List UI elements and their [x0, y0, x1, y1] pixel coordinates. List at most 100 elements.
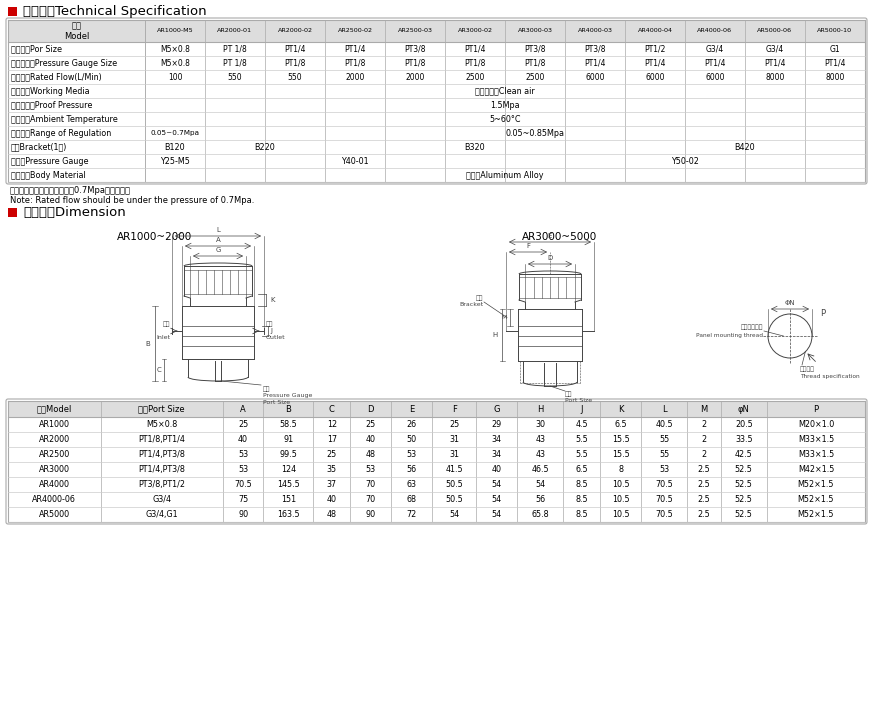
Text: 压力表Pressure Gauge: 压力表Pressure Gauge — [11, 157, 88, 166]
Text: ΦN: ΦN — [785, 300, 795, 306]
Text: 洁净的空气Clean air: 洁净的空气Clean air — [475, 87, 535, 95]
Text: 技术参数Technical Specification: 技术参数Technical Specification — [23, 4, 207, 18]
Text: M5×0.8: M5×0.8 — [146, 420, 177, 429]
Text: 面板安装螺纹: 面板安装螺纹 — [740, 324, 763, 330]
Text: 注：额定流量是在供应压力为0.7Mpa的情况下。: 注：额定流量是在供应压力为0.7Mpa的情况下。 — [10, 186, 131, 195]
Text: PT1/4: PT1/4 — [464, 44, 485, 54]
Text: 54: 54 — [491, 495, 502, 504]
Text: 550: 550 — [288, 73, 302, 82]
Text: PT1/8: PT1/8 — [525, 59, 546, 68]
Text: 铝合金Aluminum Alloy: 铝合金Aluminum Alloy — [466, 171, 544, 180]
Text: AR2500-02: AR2500-02 — [338, 28, 373, 34]
Text: 52.5: 52.5 — [735, 465, 753, 474]
Text: G1: G1 — [829, 44, 841, 54]
Text: AR4000-06: AR4000-06 — [698, 28, 732, 34]
Text: AR3000-03: AR3000-03 — [518, 28, 553, 34]
Text: G3/4: G3/4 — [766, 44, 784, 54]
Text: 8000: 8000 — [766, 73, 785, 82]
Text: AR3000-02: AR3000-02 — [457, 28, 492, 34]
Text: 31: 31 — [449, 435, 459, 444]
Text: 额定流量Rated Flow(L/Min): 额定流量Rated Flow(L/Min) — [11, 73, 102, 82]
Text: H: H — [492, 332, 498, 338]
Text: H: H — [537, 405, 543, 414]
Text: 55: 55 — [659, 450, 670, 459]
Text: 31: 31 — [449, 450, 459, 459]
Bar — [8, 20, 865, 42]
Text: M52×1.5: M52×1.5 — [798, 480, 835, 489]
Text: 26: 26 — [407, 420, 416, 429]
Text: 5.5: 5.5 — [575, 435, 588, 444]
Text: M5×0.8: M5×0.8 — [160, 59, 190, 68]
Text: 口径: 口径 — [565, 391, 573, 397]
Text: 56: 56 — [535, 495, 546, 504]
Text: 6000: 6000 — [585, 73, 605, 82]
Text: PT1/8,PT1/4: PT1/8,PT1/4 — [138, 435, 185, 444]
Text: AR2500-03: AR2500-03 — [397, 28, 432, 34]
Text: 50: 50 — [407, 435, 416, 444]
Text: 90: 90 — [238, 510, 248, 519]
Text: 调压范围Range of Regulation: 调压范围Range of Regulation — [11, 128, 111, 137]
Text: M52×1.5: M52×1.5 — [798, 510, 835, 519]
Text: 出口: 出口 — [266, 321, 273, 327]
Text: G3/4: G3/4 — [706, 44, 724, 54]
Text: 6000: 6000 — [645, 73, 664, 82]
Text: Panel mounting thread: Panel mounting thread — [696, 333, 763, 338]
Text: 0.05~0.85Mpa: 0.05~0.85Mpa — [505, 128, 565, 137]
Text: 0.05~0.7Mpa: 0.05~0.7Mpa — [150, 130, 200, 136]
Text: Y50-02: Y50-02 — [671, 157, 699, 166]
FancyBboxPatch shape — [6, 399, 867, 524]
Text: Bracket: Bracket — [459, 302, 483, 307]
Text: M33×1.5: M33×1.5 — [798, 435, 834, 444]
Text: 接管口径Por Size: 接管口径Por Size — [11, 44, 62, 54]
Text: 40: 40 — [366, 435, 375, 444]
Text: 46.5: 46.5 — [532, 465, 549, 474]
Text: 5~60°C: 5~60°C — [489, 114, 521, 123]
Text: 72: 72 — [407, 510, 416, 519]
Text: AR1000-M5: AR1000-M5 — [156, 28, 193, 34]
Text: 53: 53 — [238, 465, 248, 474]
Text: 4.5: 4.5 — [575, 420, 588, 429]
Text: 58.5: 58.5 — [279, 420, 298, 429]
Text: 口径Port Size: 口径Port Size — [138, 405, 185, 414]
Text: 2: 2 — [701, 450, 706, 459]
Text: M33×1.5: M33×1.5 — [798, 450, 834, 459]
Text: 75: 75 — [238, 495, 248, 504]
Text: C: C — [329, 405, 335, 414]
Text: 54: 54 — [491, 510, 502, 519]
Text: 型号
Model: 型号 Model — [64, 21, 89, 41]
Text: PT3/8: PT3/8 — [584, 44, 606, 54]
Text: 10.5: 10.5 — [612, 495, 629, 504]
Text: 151: 151 — [281, 495, 296, 504]
Text: B120: B120 — [165, 142, 185, 152]
Text: 2500: 2500 — [465, 73, 485, 82]
Text: AR2500: AR2500 — [38, 450, 70, 459]
Text: 螺纹规格: 螺纹规格 — [800, 366, 815, 372]
Text: F: F — [526, 243, 530, 249]
Text: 6.5: 6.5 — [615, 420, 627, 429]
Text: 2500: 2500 — [526, 73, 545, 82]
Text: 54: 54 — [449, 510, 459, 519]
Text: 90: 90 — [366, 510, 376, 519]
Text: 40: 40 — [238, 435, 248, 444]
Text: 53: 53 — [659, 465, 670, 474]
Text: AR5000-06: AR5000-06 — [758, 28, 793, 34]
Text: 70.5: 70.5 — [656, 480, 673, 489]
Text: 5.5: 5.5 — [575, 450, 588, 459]
Text: 100: 100 — [168, 73, 182, 82]
Text: 70: 70 — [366, 480, 376, 489]
Text: PT1/4: PT1/4 — [344, 44, 366, 54]
Text: PT1/4: PT1/4 — [705, 59, 725, 68]
Text: 54: 54 — [491, 480, 502, 489]
Text: 8.5: 8.5 — [575, 480, 588, 489]
Text: 70: 70 — [366, 495, 376, 504]
Text: φN: φN — [738, 405, 750, 414]
Text: M52×1.5: M52×1.5 — [798, 495, 835, 504]
Text: AR2000-02: AR2000-02 — [278, 28, 313, 34]
Text: G3/4,G1: G3/4,G1 — [145, 510, 178, 519]
Text: 34: 34 — [491, 450, 502, 459]
Text: C: C — [156, 367, 161, 373]
Text: Pressure Gauge: Pressure Gauge — [263, 393, 313, 398]
Text: 52.5: 52.5 — [735, 480, 753, 489]
Text: PT1/8: PT1/8 — [285, 59, 306, 68]
Text: PT1/8: PT1/8 — [464, 59, 485, 68]
